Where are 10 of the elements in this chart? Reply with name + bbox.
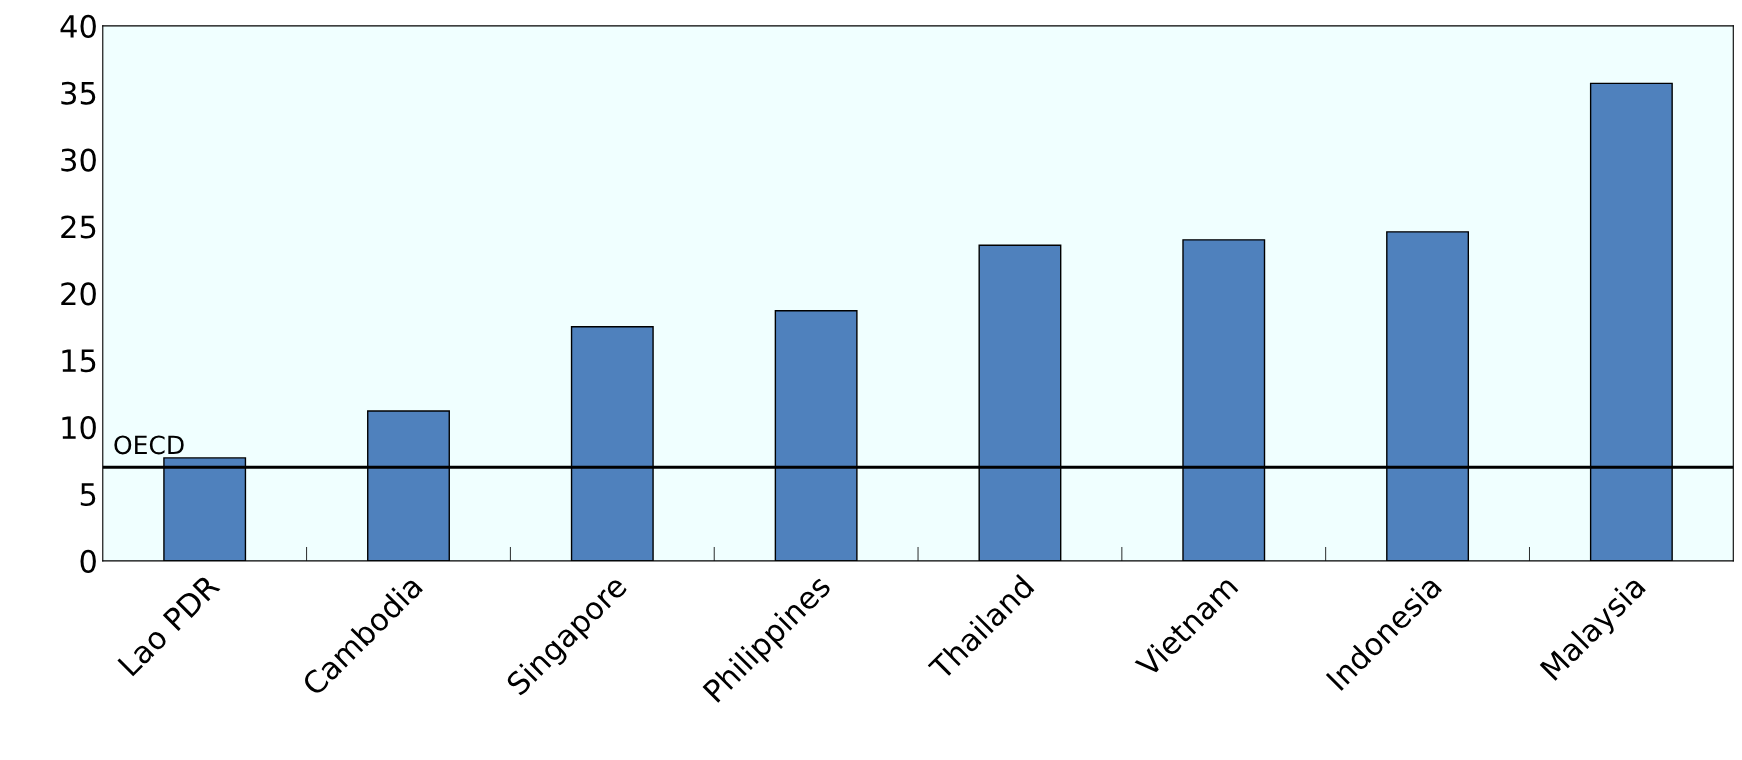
y-tick-label: 20 [61,282,96,306]
y-tick-label: 0 [80,549,96,573]
y-tick-label: 10 [62,416,96,440]
ref-line-label: OECD [114,435,184,455]
y-tick-label: 35 [61,81,96,105]
y-tick-label: 30 [61,148,96,172]
y-tick-label: 15 [62,349,96,373]
y-tick-label: 40 [60,14,96,38]
y-tick-label: 5 [80,483,96,507]
y-tick-label: 25 [61,215,96,239]
